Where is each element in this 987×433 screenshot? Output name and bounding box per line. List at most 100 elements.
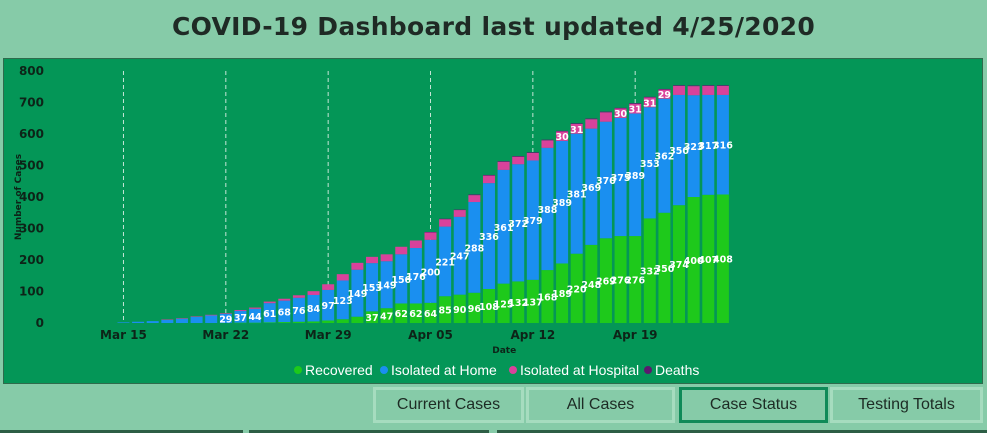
bar-segment-home [629,113,642,237]
data-label-recovered: 90 [453,305,467,316]
bar-segment-home [205,315,218,323]
bar-segment-home [307,294,320,322]
bar-segment-deaths [512,156,525,157]
bar-segment-hospital [336,274,349,281]
data-label-home: 388 [538,205,558,216]
bar-segment-home [658,98,671,213]
bar-segment-recovered [322,320,335,323]
y-tick-label: 700 [19,96,44,110]
all-cases-button[interactable]: All Cases [526,387,675,423]
bar-segment-recovered [307,321,320,323]
bar-segment-hospital [249,307,262,309]
data-label-recovered: 96 [468,304,482,315]
bar-segment-home [585,128,598,245]
bar-segment-home [278,300,291,323]
data-label-home: 200 [421,267,441,278]
bar-segment-home [556,140,569,264]
bar-segment-deaths [424,231,437,233]
legend-marker-hospital [509,366,517,374]
bar-segment-hospital [453,209,466,217]
data-label-home: 153 [362,283,382,294]
data-label-home: 336 [479,232,499,243]
data-label-hospital: 31 [570,125,583,136]
bar-segment-hospital [497,161,510,170]
data-label-hospital: 31 [629,105,642,116]
data-label-home: 375 [611,173,631,184]
bar-segment-home [482,183,495,289]
data-label-home: 323 [684,142,704,153]
bar-segment-home [468,202,481,293]
y-tick-label: 300 [19,222,44,236]
testing-totals-button[interactable]: Testing Totals [830,387,983,423]
bar-segment-hospital [687,86,700,96]
y-axis-label: Number of Cases [14,154,24,240]
bar-segment-hospital [629,103,642,114]
bar-segment-deaths [702,85,715,86]
data-label-home: 361 [494,223,514,234]
data-label-home: 288 [464,243,484,254]
bar-segment-hospital [526,152,539,161]
data-label-recovered: 64 [424,309,438,320]
bar-segment-home [146,321,159,323]
bar-segment-hospital [219,313,232,314]
data-label-recovered: 248 [581,280,601,291]
bar-segment-home [541,147,554,271]
bar-segment-home [497,169,510,284]
data-label-home: 389 [625,171,645,182]
bar-segment-hospital [351,262,364,270]
data-label-home: 76 [292,306,306,317]
y-tick-label: 600 [19,127,44,141]
bar-segment-home [190,316,203,323]
bar-segment-hospital [614,108,627,118]
data-label-home: 68 [278,307,292,318]
bar-segment-home [599,121,612,239]
data-label-recovered: 62 [409,309,422,320]
data-label-hospital: 31 [643,98,656,109]
bar-segment-recovered [643,218,656,323]
bar-segment-deaths [453,209,466,211]
bar-segment-deaths [629,103,642,104]
y-tick-label: 400 [19,190,44,204]
bar-segment-hospital [234,310,247,312]
bar-segment-hospital [541,140,554,148]
bar-segment-home [366,263,379,312]
data-label-recovered: 168 [538,293,558,304]
data-label-home: 317 [698,141,718,152]
data-label-recovered: 189 [552,289,572,300]
bar-segment-hospital [585,119,598,129]
bar-segment-recovered [541,270,554,323]
data-label-hospital: 30 [555,132,569,143]
y-tick-label: 0 [36,316,44,330]
bar-segment-home [424,239,437,303]
bar-segment-recovered [599,238,612,323]
bar-segment-recovered [673,205,686,323]
bar-segment-recovered [292,321,305,323]
bar-segment-recovered [687,197,700,323]
data-label-home: 84 [307,304,321,315]
bar-segment-home [292,297,305,322]
bar-segment-deaths [439,218,452,220]
bar-segment-hospital [556,131,569,141]
bar-segment-deaths [570,123,583,124]
bar-segment-recovered [658,212,671,323]
bar-segment-deaths [497,161,510,162]
data-label-home: 97 [322,301,335,312]
data-label-home: 37 [234,313,247,324]
data-label-home: 149 [347,289,367,300]
y-tick-label: 800 [19,64,44,78]
bar-segment-hospital [570,123,583,134]
current-cases-button[interactable]: Current Cases [373,387,524,423]
data-label-recovered: 47 [380,312,393,323]
bar-segment-hospital [658,89,671,99]
data-label-recovered: 137 [523,297,543,308]
bar-segment-recovered [336,319,349,323]
bar-segment-hospital [292,295,305,298]
bar-segment-home [409,248,422,304]
data-label-home: 29 [219,314,232,325]
data-label-recovered: 408 [713,255,733,266]
bar-segment-recovered [512,281,525,323]
bar-segment-home [161,319,174,323]
bar-segment-home [570,133,583,254]
case-status-button[interactable]: Case Status [679,387,828,423]
bar-segment-recovered [716,194,729,323]
